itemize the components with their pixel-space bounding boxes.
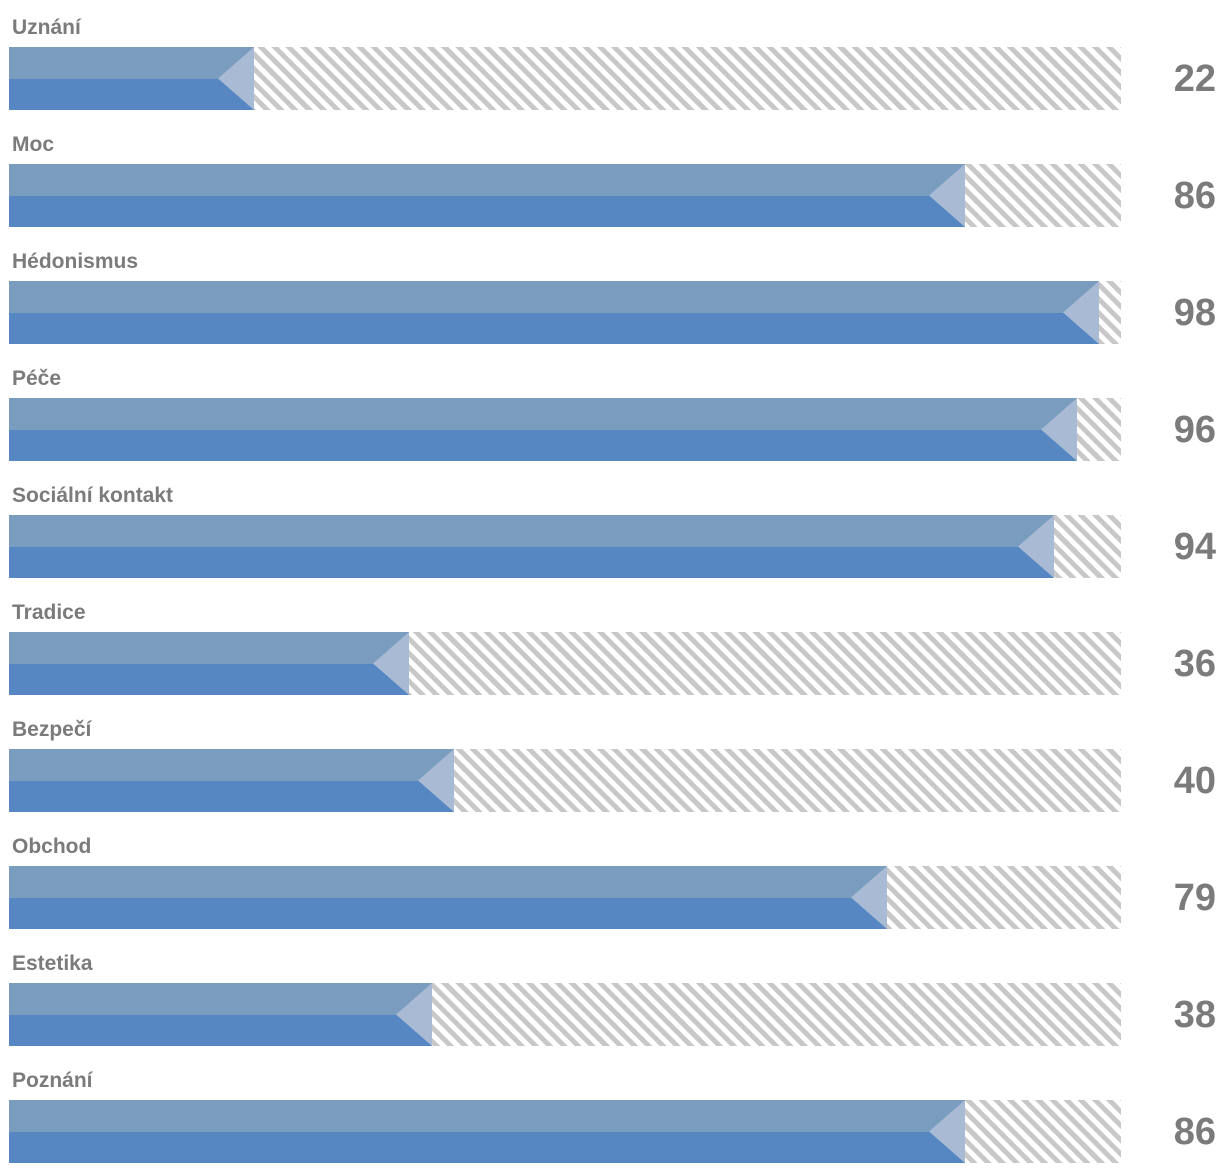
value-label: 36 [1173,643,1216,685]
bar-end-marker [418,749,454,812]
bar-track [9,632,1121,695]
bar-end-marker [373,632,409,695]
value-label: 79 [1173,877,1216,919]
category-label: Hédonismus [12,250,139,273]
value-label: 96 [1173,409,1216,451]
bar-track [9,281,1121,344]
category-label: Poznání [12,1069,93,1092]
category-label: Uznání [12,16,81,39]
value-label: 94 [1173,526,1216,568]
bar-track [9,983,1121,1046]
bar-row: Uznání 22 [0,0,1220,117]
category-label: Obchod [12,835,92,858]
bar-row: Hédonismus 98 [0,234,1220,351]
category-label: Estetika [12,952,93,975]
bar-row: Obchod 79 [0,819,1220,936]
bar [9,281,1099,344]
bar-end-marker [1041,398,1077,461]
bar-row: Poznání 86 [0,1053,1220,1170]
bar-end-marker [929,1100,965,1163]
bar-row: Tradice 36 [0,585,1220,702]
bar-row: Péče 96 [0,351,1220,468]
bar-row: Sociální kontakt 94 [0,468,1220,585]
bar [9,398,1077,461]
value-label: 86 [1173,175,1216,217]
bar-track [9,1100,1121,1163]
bar-end-marker [929,164,965,227]
bar [9,866,887,929]
category-label: Moc [12,133,54,156]
bar-track [9,47,1121,110]
bar [9,749,454,812]
bar-track [9,515,1121,578]
value-label: 38 [1173,994,1216,1036]
bar [9,983,432,1046]
bar-end-marker [218,47,254,110]
value-label: 98 [1173,292,1216,334]
bar-end-marker [1063,281,1099,344]
bar [9,47,254,110]
bar-end-marker [396,983,432,1046]
bar-track [9,164,1121,227]
bar [9,1100,965,1163]
bar-row: Estetika 38 [0,936,1220,1053]
bar-track [9,398,1121,461]
value-label: 40 [1173,760,1216,802]
bar [9,164,965,227]
category-label: Tradice [12,601,86,624]
bar-row: Moc 86 [0,117,1220,234]
category-label: Sociální kontakt [12,484,174,507]
bar-track [9,866,1121,929]
value-label: 22 [1173,58,1216,100]
bar-end-marker [1018,515,1054,578]
value-label: 86 [1173,1111,1216,1153]
category-label: Péče [12,367,62,390]
bar [9,632,409,695]
bar-track [9,749,1121,812]
bar-end-marker [851,866,887,929]
category-label: Bezpečí [12,718,92,741]
bar [9,515,1054,578]
bar-row: Bezpečí 40 [0,702,1220,819]
